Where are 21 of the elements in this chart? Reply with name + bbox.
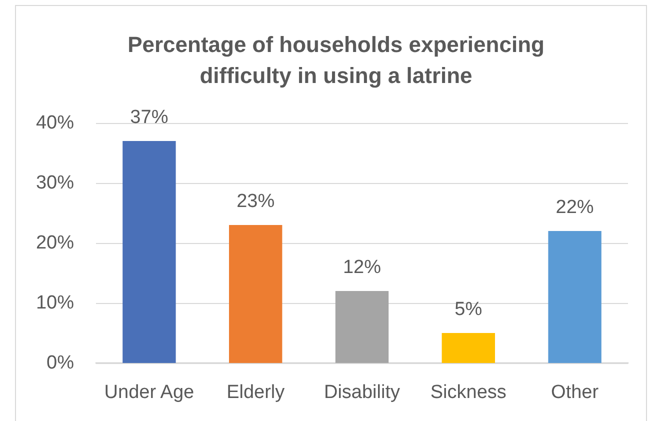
y-tick-label: 30% [36,172,74,194]
bar [335,291,389,363]
bar [548,231,602,363]
x-tick-label: Sickness [430,382,506,403]
y-tick-label: 0% [46,352,74,374]
data-label: 37% [130,107,168,128]
data-label: 5% [454,299,482,320]
y-tick-label: 40% [36,112,74,134]
y-tick-label: 20% [36,232,74,254]
data-label: 23% [236,191,275,212]
chart-title: Percentage of households experiencing difficulty in using a latrine [128,32,544,88]
data-label: 12% [342,257,382,278]
x-tick-label: Disability [324,382,401,403]
bar [229,225,282,363]
x-tick-label: Under Age [104,382,194,403]
data-label: 22% [556,197,594,218]
bar [442,333,495,363]
x-tick-label: Other [551,382,600,403]
y-tick-label: 10% [36,292,74,314]
bar [122,141,176,363]
x-tick-label: Elderly [226,382,286,403]
